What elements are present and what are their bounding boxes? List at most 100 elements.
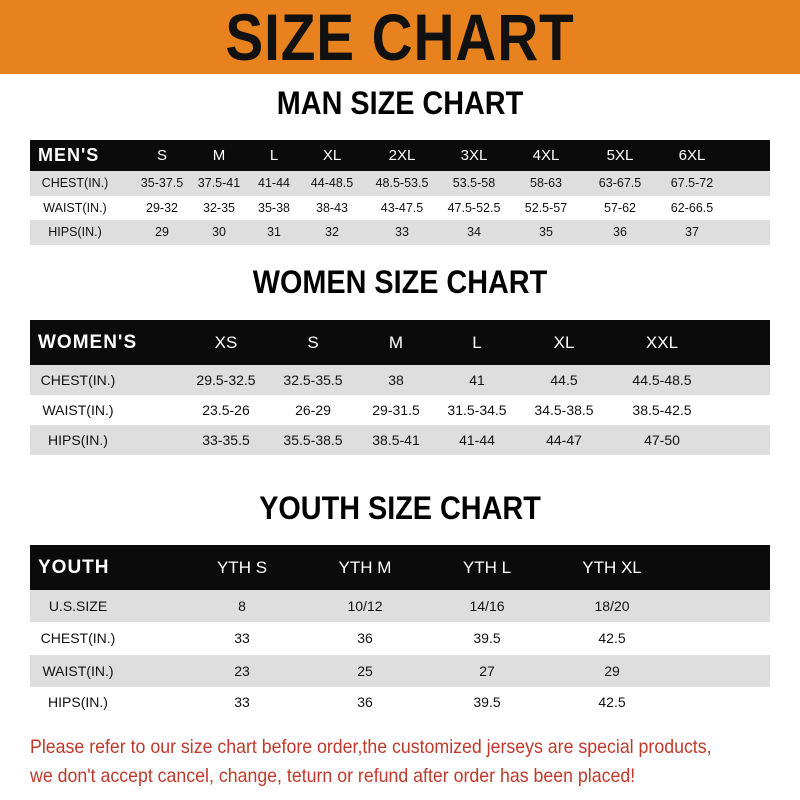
notice-line-2: we don't accept cancel, change, teturn o…: [30, 765, 636, 787]
measurement-value: 33-35.5: [202, 432, 250, 448]
youth-size-table: YOUTH YTH S YTH M YTH L YTH XL U.S.SIZE 8 10/12…: [30, 545, 770, 718]
title-banner: SIZE CHART: [0, 0, 800, 74]
measurement-value: 63-67.5: [598, 176, 642, 190]
measurement-value: 35-37.5: [140, 176, 184, 190]
measurement-value: 34.5-38.5: [534, 402, 594, 418]
table-row: HIPS(IN.) 29 30 31 32 33 34 35 36 37: [30, 220, 770, 245]
table-row: HIPS(IN.) 33-35.5 35.5-38.5 38.5-41 41-44 44-…: [30, 425, 770, 455]
measurement-value: 36: [357, 694, 373, 710]
size-column-header: 2XL: [388, 147, 416, 164]
table-row: WAIST(IN.) 23.5-26 26-29 29-31.5 31.5-34.5 34…: [30, 395, 770, 425]
women-section-title: WOMEN SIZE CHART: [252, 264, 548, 300]
measurement-value: 31: [267, 225, 281, 239]
size-column-header: L: [472, 333, 482, 352]
measurement-value: 29: [604, 663, 620, 679]
size-column-header: YTH S: [216, 558, 268, 577]
size-column-header: S: [307, 333, 319, 352]
measurement-value: 8: [238, 598, 246, 614]
measurement-value: 38-43: [316, 201, 348, 215]
measurement-value: 47.5-52.5: [447, 201, 501, 215]
measurement-value: 14/16: [469, 598, 505, 614]
women-size-table: WOMEN'S XS S M L XL XXL CHEST(IN.) 29.5-32.5 32.5…: [30, 320, 770, 455]
measurement-value: 33: [234, 694, 250, 710]
measurement-value: 33: [234, 630, 250, 646]
measurement-label: HIPS(IN.): [48, 432, 108, 448]
table-label: YOUTH: [38, 557, 110, 578]
measurement-value: 35-38: [258, 201, 290, 215]
table-label: WOMEN'S: [38, 332, 138, 353]
measurement-label: WAIST(IN.): [42, 402, 114, 418]
measurement-value: 41-44: [459, 432, 495, 448]
size-column-header: M: [212, 147, 226, 164]
measurement-value: 39.5: [473, 630, 501, 646]
size-column-header: YTH M: [338, 558, 392, 577]
measurement-value: 39.5: [473, 694, 501, 710]
size-column-header: XL: [322, 147, 342, 164]
size-column-header: 3XL: [460, 147, 488, 164]
measurement-value: 32.5-35.5: [283, 372, 343, 388]
measurement-value: 35: [539, 225, 553, 239]
main-title: SIZE CHART: [225, 0, 575, 74]
measurement-label: CHEST(IN.): [40, 372, 116, 388]
table-row: CHEST(IN.) 33 36 39.5 42.5: [30, 622, 770, 655]
table-row: HIPS(IN.) 33 36 39.5 42.5: [30, 687, 770, 718]
table-row: WAIST(IN.) 23 25 27 29: [30, 655, 770, 687]
size-column-header: L: [269, 147, 279, 164]
youth-header-row: YOUTH YTH S YTH M YTH L YTH XL: [30, 545, 770, 590]
measurement-value: 44.5-48.5: [632, 372, 692, 388]
measurement-value: 26-29: [295, 402, 331, 418]
size-column-header: 5XL: [606, 147, 634, 164]
measurement-label: CHEST(IN.): [40, 630, 116, 646]
measurement-value: 38.5-41: [372, 432, 420, 448]
measurement-value: 41-44: [258, 176, 290, 190]
measurement-value: 23: [234, 663, 250, 679]
measurement-value: 42.5: [598, 630, 626, 646]
measurement-value: 67.5-72: [670, 176, 714, 190]
measurement-value: 29-31.5: [372, 402, 420, 418]
table-row: WAIST(IN.) 29-32 32-35 35-38 38-43 43-47.5 47.…: [30, 196, 770, 220]
measurement-value: 35.5-38.5: [283, 432, 343, 448]
measurement-label: HIPS(IN.): [48, 225, 102, 239]
measurement-label: U.S.SIZE: [48, 598, 108, 614]
measurement-label: HIPS(IN.): [48, 694, 108, 710]
size-column-header: XXL: [645, 333, 679, 352]
measurement-value: 44-48.5: [310, 176, 354, 190]
size-column-header: XS: [214, 333, 238, 352]
size-column-header: 6XL: [678, 147, 706, 164]
table-row: CHEST(IN.) 35-37.5 37.5-41 41-44 44-48.5 48.5…: [30, 171, 770, 196]
size-column-header: YTH XL: [582, 558, 642, 577]
measurement-value: 57-62: [604, 201, 636, 215]
measurement-label: CHEST(IN.): [41, 176, 109, 190]
size-column-header: M: [388, 333, 404, 352]
measurement-value: 58-63: [530, 176, 562, 190]
measurement-label: WAIST(IN.): [43, 201, 107, 215]
table-row: CHEST(IN.) 29.5-32.5 32.5-35.5 38 41 44.5 44.5…: [30, 365, 770, 395]
men-header-row: MEN'S S M L XL 2XL 3XL 4XL 5XL 6XL: [30, 140, 770, 171]
measurement-value: 30: [212, 225, 226, 239]
measurement-value: 43-47.5: [380, 201, 424, 215]
measurement-value: 44.5: [550, 372, 578, 388]
order-notice: Please refer to our size chart before or…: [30, 733, 712, 791]
measurement-value: 44-47: [546, 432, 582, 448]
measurement-value: 41: [469, 372, 485, 388]
measurement-value: 31.5-34.5: [447, 402, 507, 418]
measurement-value: 62-66.5: [670, 201, 714, 215]
measurement-value: 38.5-42.5: [632, 402, 692, 418]
size-column-header: XL: [553, 333, 575, 352]
women-header-row: WOMEN'S XS S M L XL XXL: [30, 320, 770, 365]
measurement-value: 25: [357, 663, 373, 679]
measurement-value: 10/12: [347, 598, 383, 614]
size-column-header: YTH L: [462, 558, 512, 577]
measurement-label: WAIST(IN.): [42, 663, 114, 679]
measurement-value: 38: [388, 372, 404, 388]
measurement-value: 37.5-41: [197, 176, 241, 190]
measurement-value: 27: [479, 663, 495, 679]
size-column-header: 4XL: [532, 147, 560, 164]
measurement-value: 32: [325, 225, 339, 239]
measurement-value: 29.5-32.5: [196, 372, 256, 388]
measurement-value: 37: [685, 225, 699, 239]
measurement-value: 23.5-26: [202, 402, 250, 418]
measurement-value: 53.5-58: [452, 176, 496, 190]
measurement-value: 48.5-53.5: [375, 176, 429, 190]
size-column-header: S: [156, 147, 168, 164]
